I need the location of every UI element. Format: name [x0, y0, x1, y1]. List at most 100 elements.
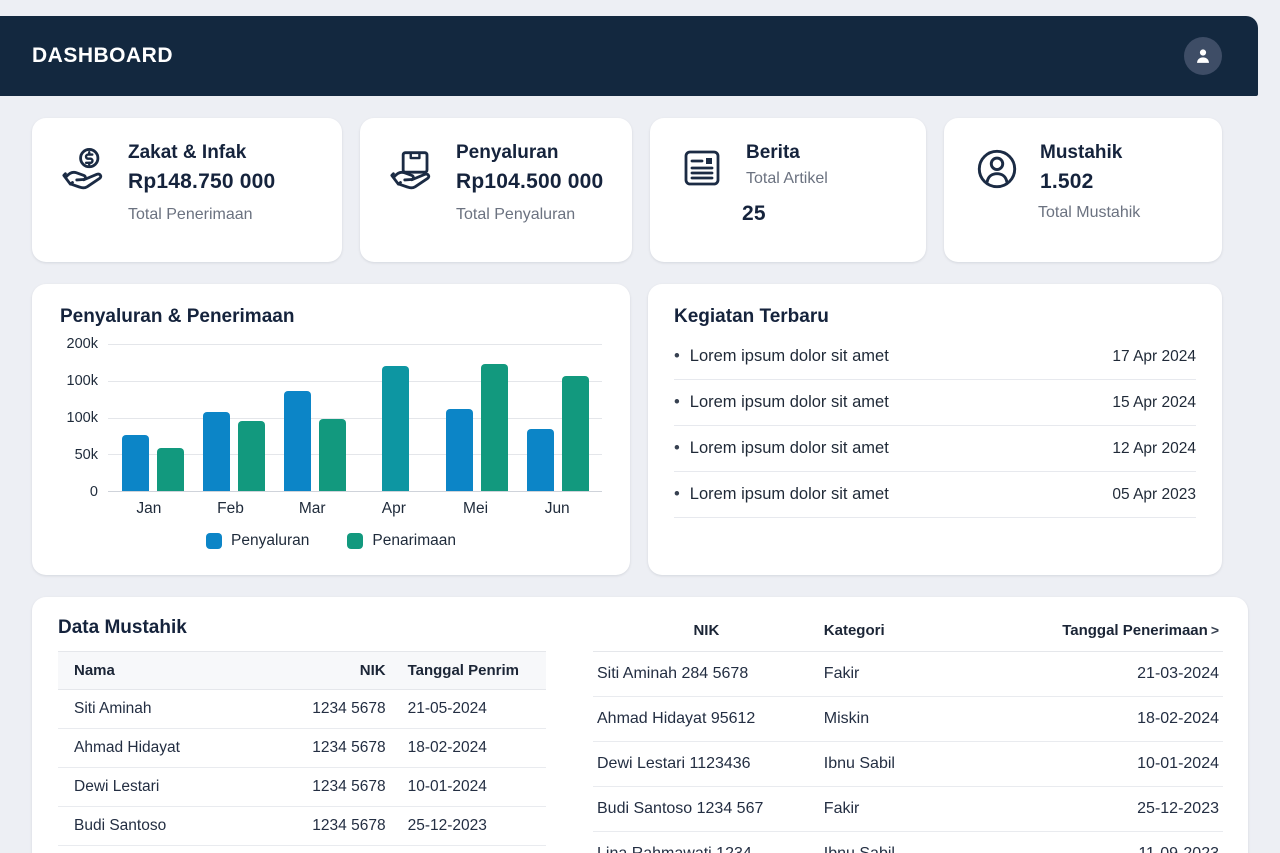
col-header-nama[interactable]: Nama [58, 651, 268, 690]
y-tick: 200k [66, 336, 98, 352]
chevron-right-icon: > [1210, 622, 1219, 638]
app-header: DASHBOARD [0, 16, 1258, 96]
cell-kategori: Ibnu Sabil [819, 741, 1028, 787]
cell-nik: 1234 5678 [267, 728, 400, 768]
cell-nik: Ahmad Hidayat 95612 [593, 696, 820, 742]
cell-tanggal: 10-01-2024 [399, 767, 546, 807]
y-tick: 50k [74, 447, 98, 463]
bar-group-feb [193, 344, 274, 491]
kegiatan-item[interactable]: • Lorem ipsum dolor sit amet 05 Apr 2023 [674, 472, 1196, 518]
stat-value: Rp104.500 000 [456, 170, 604, 193]
col-header-kategori[interactable]: Kategori [819, 613, 1028, 652]
kegiatan-text: Lorem ipsum dolor sit amet [689, 393, 889, 411]
table-row[interactable]: Budi Santoso 1234 5678 25-12-2023 [58, 806, 546, 846]
bar-group-mei [436, 344, 517, 491]
stat-title: Berita [746, 142, 800, 163]
user-icon [1192, 45, 1214, 67]
kegiatan-item[interactable]: • Lorem ipsum dolor sit amet 12 Apr 2024 [674, 426, 1196, 472]
data-mustahik-table: Nama NIK Tanggal Penrim Siti Aminah 1234… [58, 651, 546, 853]
gridline [108, 380, 602, 382]
penerimaan-table-block: NIK Kategori Tanggal Penerimaan > Siti Am… [593, 613, 1223, 853]
bullet-icon: • [674, 439, 680, 457]
bar-chart: 200k 100k 100k 50k 0 [60, 336, 602, 500]
y-tick: 0 [89, 484, 98, 500]
col-header-tanggal-penerimaan[interactable]: Tanggal Penerimaan > [1027, 613, 1223, 652]
legend-item-penarimaan[interactable]: Penarimaan [347, 532, 456, 550]
cell-tanggal: 25-12-2023 [399, 806, 546, 846]
chart-card: Penyaluran & Penerimaan 200k 100k 100k 5… [32, 284, 630, 575]
table-row[interactable]: Siti Aminah 1234 5678 21-05-2024 [58, 689, 546, 729]
cell-tanggal: 21-05-2024 [399, 689, 546, 729]
stat-value: 1.502 [1040, 170, 1094, 193]
penerimaan-table: NIK Kategori Tanggal Penerimaan > Siti Am… [593, 613, 1223, 853]
table-row[interactable]: Dewi Lestari 1234 5678 10-01-2024 [58, 767, 546, 807]
bullet-icon: • [674, 393, 680, 411]
x-axis-labels: Jan Feb Mar Apr Mei Jun [108, 492, 602, 518]
kegiatan-item[interactable]: • Lorem ipsum dolor sit amet 15 Apr 2024 [674, 380, 1196, 426]
kegiatan-date: 05 Apr 2023 [1112, 485, 1196, 503]
chart-plot [108, 344, 602, 492]
kegiatan-text: Lorem ipsum dolor sit amet [689, 485, 889, 503]
col-header-nik[interactable]: NIK [267, 651, 400, 690]
stat-card-mustahik[interactable]: Mustahik 1.502 Total Mustahik [944, 118, 1222, 262]
stat-value: 25 [742, 202, 766, 225]
legend-swatch-teal [347, 533, 364, 549]
bar-penyaluran-feb [202, 411, 230, 491]
kegiatan-card: Kegiatan Terbaru • Lorem ipsum dolor sit … [648, 284, 1222, 575]
cell-nama: Lina Rahmawati [58, 845, 268, 853]
bar-penyaluran-jun [526, 429, 554, 491]
table-row[interactable]: Dewi Lestari 1123436 Ibnu Sabil 10-01-20… [593, 741, 1223, 787]
stat-subtitle: Total Penerimaan [128, 206, 253, 223]
cell-nik: 1234 5678 [267, 806, 400, 846]
table-row[interactable]: Ahmad Hidayat 1234 5678 18-02-2024 [58, 728, 546, 768]
kegiatan-item[interactable]: • Lorem ipsum dolor sit amet 17 Apr 2024 [674, 334, 1196, 380]
stat-card-zakat[interactable]: Zakat & Infak Rp148.750 000 Total Peneri… [32, 118, 342, 262]
bar-penarimaan-feb [237, 421, 265, 491]
y-tick: 100k [66, 373, 98, 389]
kegiatan-date: 17 Apr 2024 [1112, 347, 1196, 365]
bullet-icon: • [674, 485, 680, 503]
newspaper-icon [678, 142, 730, 192]
cell-nama: Siti Aminah [58, 689, 268, 729]
legend-item-penyaluran[interactable]: Penyaluran [206, 532, 309, 550]
bar-group-jan [112, 344, 193, 491]
cell-tanggal: 11-07-2023 [399, 845, 546, 853]
gridline [108, 344, 602, 345]
table-row[interactable]: Lina Rahmawati 1234 5678 11-07-2023 [58, 845, 546, 853]
x-tick: Mei [463, 500, 489, 517]
col-header-nik[interactable]: NIK [593, 613, 820, 652]
table-row[interactable]: Lina Rahmawati 1234 Ibnu Sabil 11-09-202… [593, 831, 1223, 853]
data-mustahik-table-block: Data Mustahik Nama NIK Tanggal Penrim Si… [58, 613, 546, 853]
stat-card-penyaluran[interactable]: Penyaluran Rp104.500 000 Total Penyalura… [360, 118, 632, 262]
col-header-tanggal[interactable]: Tanggal Penrim [399, 651, 546, 690]
cell-nama: Dewi Lestari [58, 767, 268, 807]
hand-box-icon [388, 142, 440, 196]
x-tick: Feb [217, 500, 244, 517]
chart-legend: Penyaluran Penarimaan [60, 532, 602, 550]
cell-tanggal: 25-12-2023 [1027, 786, 1223, 832]
user-avatar[interactable] [1184, 37, 1222, 75]
bullet-icon: • [674, 347, 680, 365]
gridline [108, 454, 602, 456]
kegiatan-date: 12 Apr 2024 [1112, 439, 1196, 457]
table-row[interactable]: Budi Santoso 1234 567 Fakir 25-12-2023 [593, 786, 1223, 832]
bar-penarimaan-jun [561, 375, 589, 491]
cell-kategori: Fakir [819, 651, 1028, 697]
top-strip [0, 0, 1280, 16]
user-circle-icon [972, 142, 1024, 194]
table-row[interactable]: Siti Aminah 284 5678 Fakir 21-03-2024 [593, 651, 1223, 697]
cell-kategori: Miskin [819, 696, 1028, 742]
stat-value: Rp148.750 000 [128, 170, 276, 193]
table-header-row: Nama NIK Tanggal Penrim [58, 651, 546, 690]
table-row[interactable]: Ahmad Hidayat 95612 Miskin 18-02-2024 [593, 696, 1223, 742]
bar-group-jun [517, 344, 598, 491]
table-header-row: NIK Kategori Tanggal Penerimaan > [593, 613, 1223, 652]
stat-card-berita[interactable]: Berita Total Artikel 25 [650, 118, 926, 262]
stat-subtitle: Total Penyaluran [456, 206, 576, 223]
chart-title: Penyaluran & Penerimaan [60, 306, 295, 327]
data-mustahik-card: Data Mustahik Nama NIK Tanggal Penrim Si… [32, 597, 1248, 853]
cell-nik: Lina Rahmawati 1234 [593, 831, 820, 853]
kegiatan-text: Lorem ipsum dolor sit amet [689, 439, 889, 457]
bar-penarimaan-mei [480, 363, 508, 491]
hand-dollar-icon [60, 142, 112, 196]
